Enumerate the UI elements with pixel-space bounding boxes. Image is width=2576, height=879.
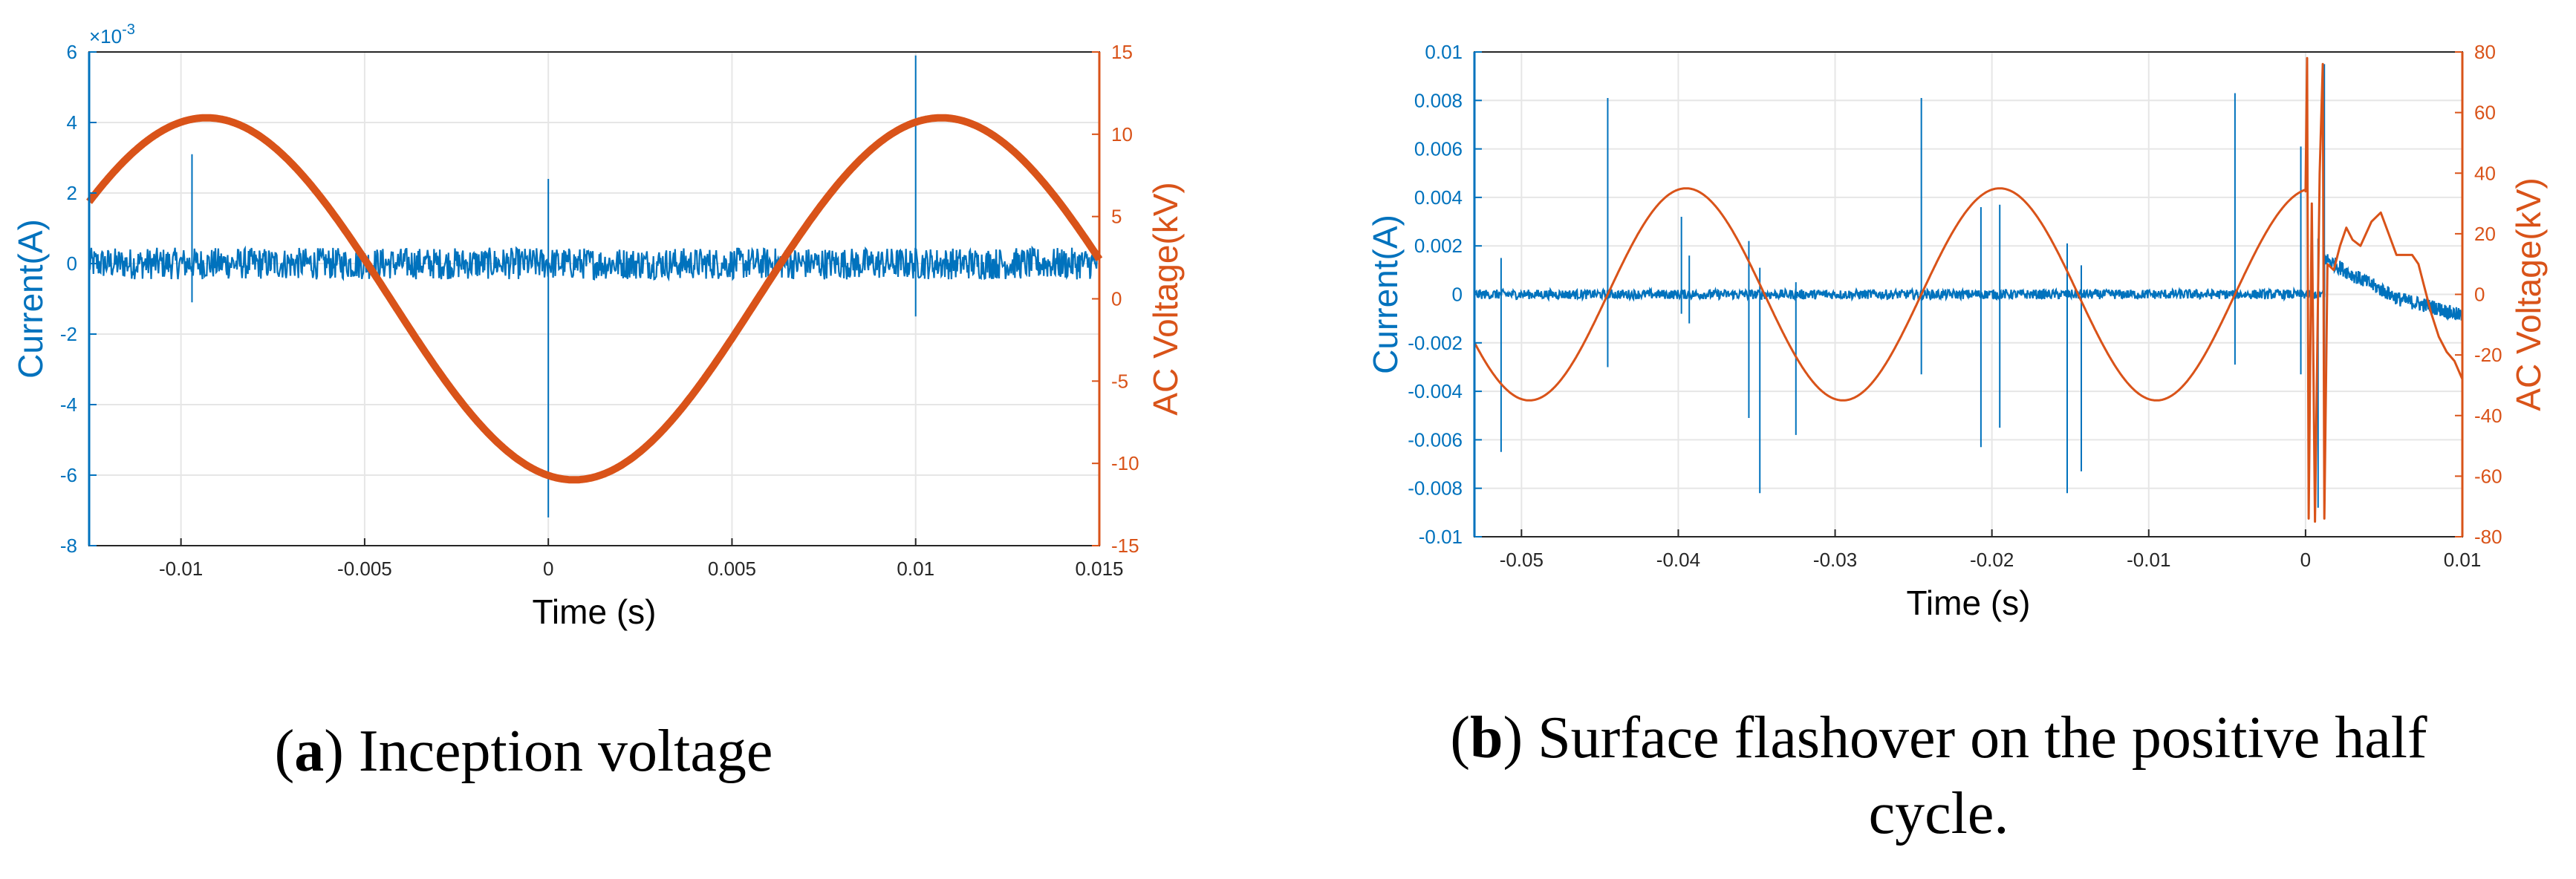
x-tick-label: 0.015	[1075, 558, 1123, 580]
left-y-tick-label: 0.01	[1425, 41, 1463, 63]
x-tick-label: 0	[543, 558, 553, 580]
right-y-tick-label: -15	[1111, 535, 1139, 557]
left-y-tick-label: -6	[60, 464, 77, 486]
caption-b-letter: b	[1470, 705, 1503, 771]
chart-b-voltage-series	[1473, 56, 2464, 523]
voltage-line	[1473, 56, 2464, 523]
right-y-tick-label: 0	[2474, 284, 2485, 306]
left-y-tick-label: -0.008	[1408, 477, 1463, 500]
left-y-tick-label: -0.01	[1419, 526, 1463, 548]
x-tick-label: -0.04	[1656, 549, 1700, 571]
chart-a-exponent-label: ×10-3	[89, 22, 135, 48]
chart-a-exponent-power: -3	[122, 22, 135, 38]
left-y-tick-label: 0.004	[1414, 186, 1463, 209]
right-y-tick-label: 10	[1111, 123, 1133, 146]
left-y-tick-label: 0	[67, 252, 77, 275]
right-y-tick-label: 40	[2474, 162, 2496, 184]
x-tick-label: -0.03	[1813, 549, 1857, 571]
x-tick-label: -0.005	[337, 558, 392, 580]
left-y-tick-label: -8	[60, 535, 77, 557]
right-y-tick-label: -40	[2474, 405, 2502, 427]
chart-b-right-y-label: AC Voltage(kV)	[2509, 177, 2548, 411]
caption-a-text: ) Inception voltage	[324, 719, 773, 784]
x-tick-label: -0.05	[1500, 549, 1544, 571]
caption-a-open: (	[275, 719, 295, 784]
caption-b-open: (	[1450, 705, 1470, 771]
chart-b-x-label: Time (s)	[1907, 584, 2031, 622]
chart-a-right-y-label: AC Voltage(kV)	[1146, 182, 1185, 415]
x-tick-label: -0.02	[1970, 549, 2014, 571]
x-tick-label: -0.01	[159, 558, 203, 580]
right-y-tick-label: 20	[2474, 223, 2496, 245]
right-y-tick-label: -10	[1111, 452, 1139, 474]
chart-a: -0.01 -0.005 0 0.005 0.01 0.015 -8-6-4-20246 …	[11, 22, 1185, 631]
voltage-line	[86, 114, 1103, 484]
right-y-tick-label: 0	[1111, 288, 1122, 310]
chart-b-left-y-ticks: -0.01 -0.008 -0.006 -0.004 -0.002 0 0.002 0.004…	[1408, 41, 1482, 548]
left-y-tick-label: -0.004	[1408, 380, 1463, 402]
caption-b-line2: cycle.	[1869, 781, 2009, 846]
right-y-tick-label: -80	[2474, 526, 2502, 548]
left-y-tick-label: 0.002	[1414, 235, 1463, 257]
left-y-tick-label: 4	[67, 111, 77, 134]
x-tick-label: 0.005	[708, 558, 756, 580]
chart-a-voltage-series	[86, 114, 1103, 484]
left-y-tick-label: 0.008	[1414, 89, 1463, 111]
caption-a: (a) Inception voltage	[275, 719, 773, 784]
chart-a-right-y-ticks: -15 -10 -5 0 5 10 15	[1092, 41, 1139, 557]
left-y-tick-label: -0.002	[1408, 332, 1463, 354]
right-y-tick-label: 80	[2474, 41, 2496, 63]
chart-b-x-ticks: -0.05 -0.04 -0.03 -0.02 -0.01 0 0.01	[1500, 529, 2482, 571]
left-y-tick-label: -2	[60, 323, 77, 345]
left-y-tick-label: 2	[67, 182, 77, 204]
left-y-tick-label: 0	[1452, 284, 1463, 306]
x-tick-label: -0.01	[2127, 549, 2170, 571]
chart-a-left-y-label: Current(A)	[11, 219, 50, 379]
chart-b-left-y-label: Current(A)	[1366, 215, 1405, 374]
left-y-tick-label: -4	[60, 393, 77, 416]
x-tick-label: 0.01	[897, 558, 934, 580]
chart-a-x-ticks: -0.01 -0.005 0 0.005 0.01 0.015	[159, 538, 1124, 580]
chart-b-right-y-ticks: -80 -60 -40 -20 0 20 40 60 80	[2455, 41, 2502, 548]
right-y-tick-label: -20	[2474, 344, 2502, 366]
left-y-tick-label: -0.006	[1408, 428, 1463, 451]
chart-a-left-y-ticks: -8 -6 -4 -2 0 2 4 6	[60, 41, 97, 557]
caption-b-text: ) Surface flashover on the positive half	[1503, 705, 2427, 771]
left-y-tick-label: 6	[67, 41, 77, 63]
current-line	[88, 245, 1100, 282]
current-line	[1473, 254, 2464, 321]
caption-a-letter: a	[294, 719, 324, 784]
x-tick-label: 0	[2300, 549, 2311, 571]
right-y-tick-label: 5	[1111, 206, 1122, 228]
chart-b: -0.05 -0.04 -0.03 -0.02 -0.01 0 0.01 -0.01-0.0…	[1366, 41, 2548, 622]
x-tick-label: 0.01	[2444, 549, 2482, 571]
caption-b: (b) Surface flashover on the positive ha…	[1450, 705, 2427, 771]
chart-a-current-series	[88, 55, 1100, 517]
left-y-tick-label: 0.006	[1414, 138, 1463, 160]
right-y-tick-label: 60	[2474, 102, 2496, 124]
chart-a-x-label: Time (s)	[533, 592, 657, 631]
right-y-tick-label: -60	[2474, 465, 2502, 487]
chart-a-exponent-base: ×10	[89, 25, 122, 48]
right-y-tick-label: 15	[1111, 41, 1133, 63]
right-y-tick-label: -5	[1111, 370, 1128, 392]
